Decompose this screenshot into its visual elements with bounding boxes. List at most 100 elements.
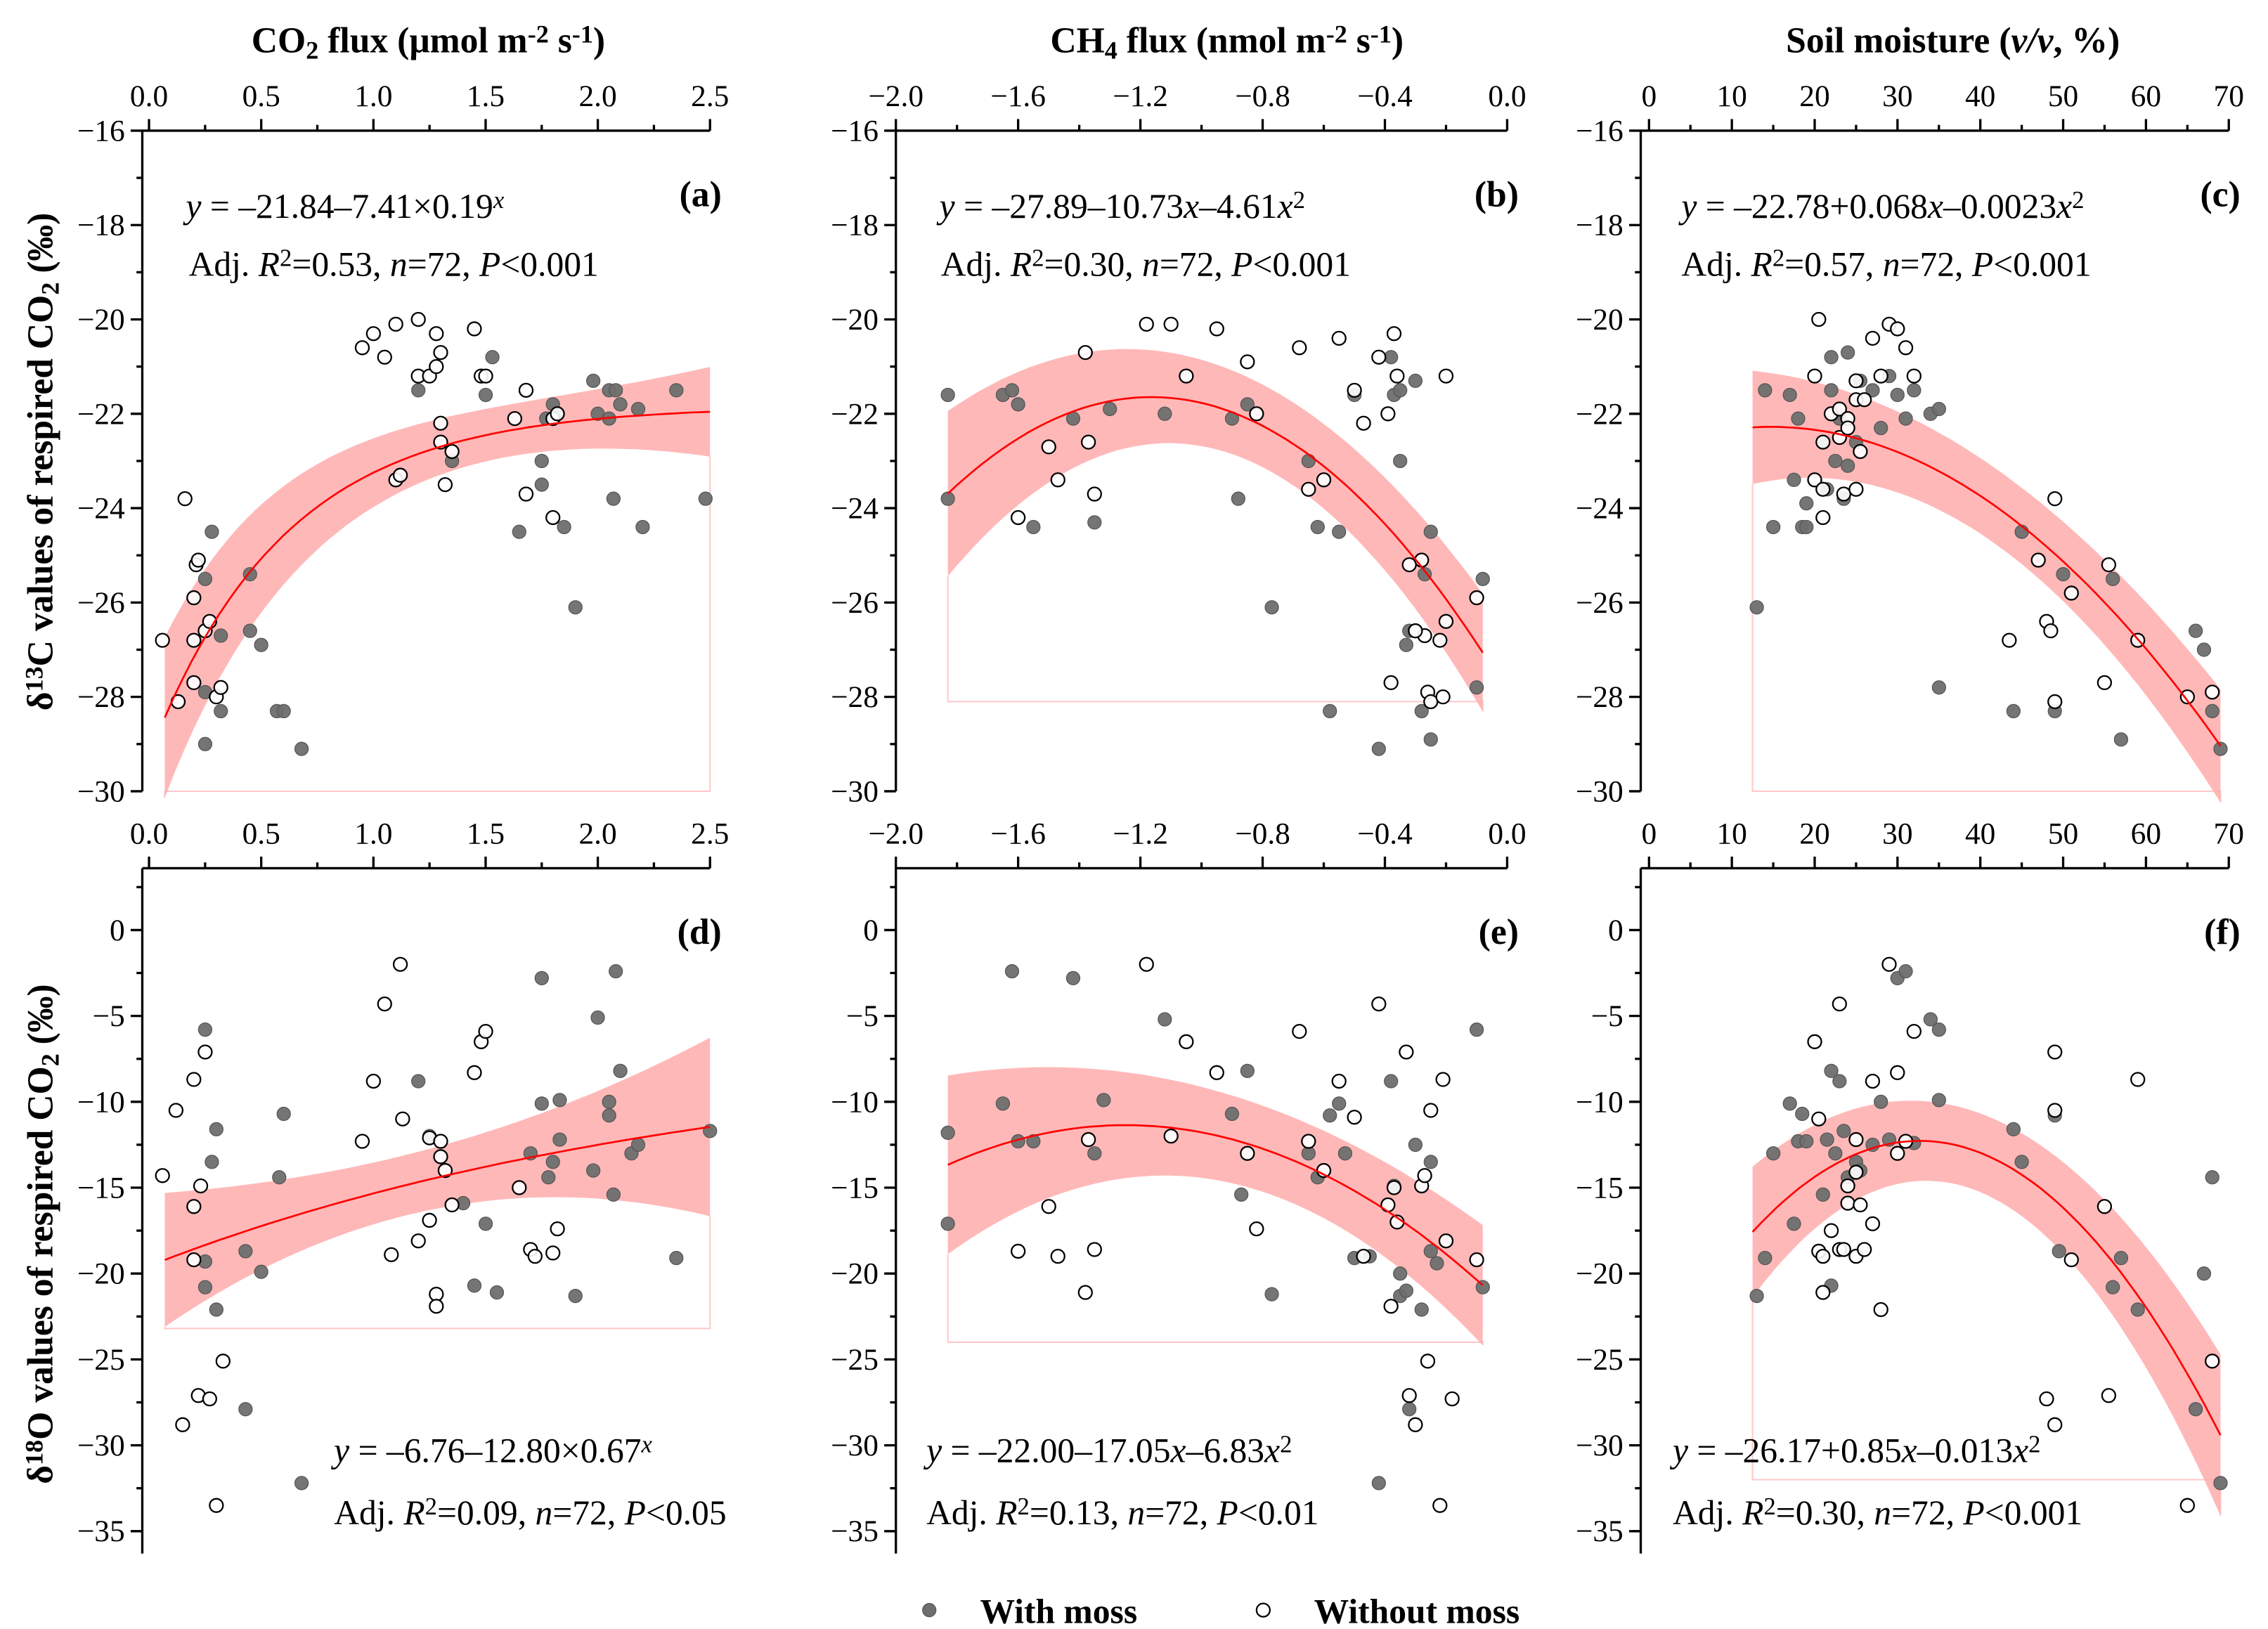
point-without-moss — [1389, 368, 1405, 384]
point-with-moss — [2196, 642, 2212, 657]
text-segment: ) — [1392, 20, 1404, 60]
text-segment: P — [1962, 1493, 1984, 1532]
point-without-moss — [1469, 590, 1484, 606]
point-with-moss — [1423, 1244, 1438, 1259]
point-with-moss — [276, 1106, 291, 1122]
point-without-moss — [365, 326, 381, 342]
y-tick-label: −10 — [1576, 1085, 1624, 1119]
point-without-moss — [2097, 1199, 2113, 1214]
column-title: CO2 flux (μmol m-2 s-1) — [252, 20, 605, 64]
point-without-moss — [1077, 1285, 1093, 1300]
text-segment: R — [1010, 245, 1032, 284]
point-with-moss — [602, 1108, 616, 1123]
x-tick-label: 0.5 — [242, 817, 280, 850]
point-without-moss — [1209, 1065, 1224, 1080]
point-with-moss — [1417, 566, 1432, 582]
point-without-moss — [1050, 1249, 1065, 1264]
point-with-moss — [1890, 387, 1905, 403]
y-tick-label: −18 — [77, 209, 125, 242]
x-tick-label: 0.0 — [130, 817, 168, 850]
text-segment: 13 — [20, 666, 48, 692]
point-without-moss — [392, 467, 408, 483]
point-without-moss — [1438, 614, 1454, 629]
text-segment: n — [535, 1493, 552, 1532]
point-with-moss — [534, 477, 549, 492]
text-segment: (‰) — [20, 984, 60, 1053]
point-with-moss — [1399, 637, 1413, 652]
point-with-moss — [1240, 1063, 1255, 1078]
point-without-moss — [2039, 1391, 2054, 1407]
y-tick-label: −26 — [831, 586, 879, 620]
point-with-moss — [586, 373, 601, 389]
panel-d: 0.0 0.5 1.0 1.5 2.0 2.5 0 −5 −10 −15 −20 −25 −30 −35 y… — [77, 817, 729, 1554]
point-without-moss — [1848, 481, 1864, 497]
point-without-moss — [155, 632, 170, 648]
point-with-moss — [590, 1010, 605, 1025]
point-without-moss — [1832, 401, 1847, 417]
point-without-moss — [2030, 552, 2046, 568]
y-tick-label: −30 — [77, 1429, 125, 1462]
point-without-moss — [1380, 406, 1396, 422]
point-without-moss — [1906, 368, 1922, 384]
point-without-moss — [1811, 1111, 1827, 1127]
point-without-moss — [1139, 956, 1154, 972]
x-tick-label: 1.0 — [354, 817, 392, 850]
point-without-moss — [1840, 1195, 1855, 1211]
point-with-moss — [2205, 703, 2220, 719]
x-tick-label: 70 — [2214, 79, 2244, 113]
point-without-moss — [1435, 689, 1451, 705]
point-without-moss — [197, 1044, 213, 1060]
y-axis-label: δ13C values of respired CO2 (‰) — [20, 213, 64, 711]
point-with-moss — [1799, 1134, 1814, 1149]
x-tick-label: −1.2 — [1113, 79, 1168, 113]
legend-label: With moss — [980, 1592, 1138, 1629]
point-with-moss — [534, 1096, 549, 1111]
point-with-moss — [2006, 703, 2021, 719]
point-with-moss — [1469, 1023, 1484, 1037]
point-with-moss — [2106, 1280, 2120, 1294]
point-without-moss — [1848, 1131, 1864, 1148]
point-without-moss — [1840, 420, 1855, 436]
point-without-moss — [1399, 1044, 1414, 1060]
text-segment: δ — [20, 692, 60, 710]
point-without-moss — [1840, 1178, 1855, 1194]
point-with-moss — [512, 524, 526, 539]
point-with-moss — [1820, 1132, 1834, 1147]
point-without-moss — [2179, 1498, 2195, 1513]
point-without-moss — [2047, 491, 2063, 507]
point-without-moss — [1435, 1072, 1451, 1087]
y-tick-label: −20 — [1576, 303, 1624, 337]
point-without-moss — [1417, 1168, 1432, 1183]
point-without-moss — [1432, 632, 1448, 648]
fit-line — [164, 1126, 711, 1261]
y-tick-label: −30 — [831, 774, 879, 808]
point-with-moss — [2113, 732, 2129, 747]
point-without-moss — [1347, 382, 1362, 398]
fit-equation: y = –26.17+0.85x–0.013x2 — [1669, 1430, 2041, 1469]
fit-statistics: Adj. R2=0.30, n=72, P<0.001 — [1673, 1493, 2082, 1532]
point-with-moss — [2006, 1122, 2021, 1137]
point-with-moss — [1782, 387, 1797, 403]
point-without-moss — [377, 349, 392, 365]
text-segment: 18 — [20, 1440, 48, 1465]
text-segment: x — [2012, 1431, 2028, 1469]
point-with-moss — [214, 628, 228, 643]
text-segment: =0.09, — [437, 1493, 536, 1532]
text-segment: =72, — [1160, 245, 1231, 284]
point-with-moss — [2130, 1302, 2145, 1317]
y-tick-label: −16 — [831, 114, 879, 148]
point-without-moss — [1163, 316, 1179, 332]
y-tick-label: −20 — [831, 303, 879, 337]
point-without-moss — [1420, 1354, 1436, 1369]
point-with-moss — [478, 1216, 493, 1231]
point-with-moss — [1264, 600, 1279, 615]
point-without-moss — [1823, 1223, 1839, 1238]
x-tick-label: −1.6 — [990, 79, 1046, 113]
point-without-moss — [444, 1197, 460, 1213]
point-without-moss — [2205, 1354, 2220, 1369]
text-segment: 2 — [1293, 186, 1305, 214]
point-without-moss — [209, 1498, 224, 1513]
text-segment: (‰) — [20, 213, 60, 283]
text-segment: R — [995, 1493, 1017, 1532]
point-with-moss — [1749, 600, 1764, 615]
